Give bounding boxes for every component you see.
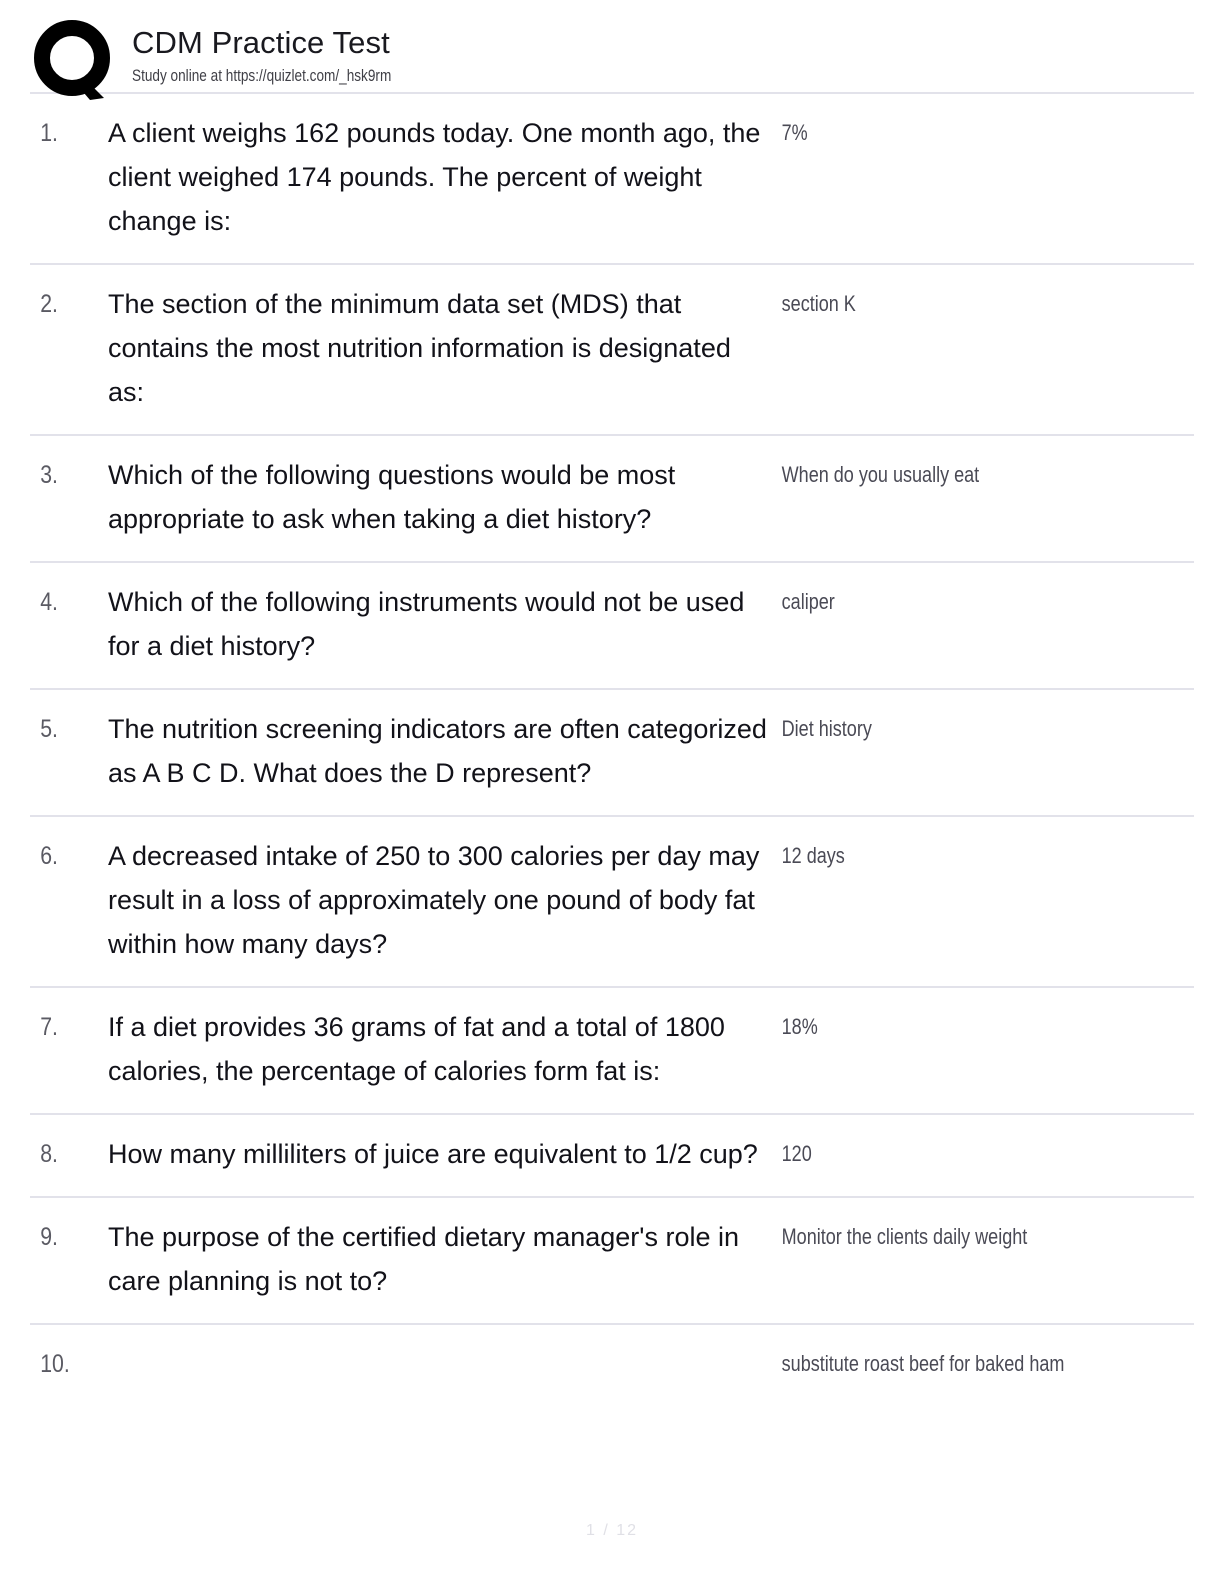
question-number: 1. xyxy=(40,119,58,147)
table-row: 1. A client weighs 162 pounds today. One… xyxy=(30,94,1194,265)
question-text: Which of the following questions would b… xyxy=(108,460,676,534)
question-number: 9. xyxy=(40,1223,58,1251)
study-url-subtitle: Study online at https://quizlet.com/_hsk… xyxy=(132,66,392,85)
answer-text: caliper xyxy=(781,589,835,614)
question-text: The purpose of the certified dietary man… xyxy=(108,1222,739,1296)
question-number: 3. xyxy=(40,461,58,489)
answer-text: 12 days xyxy=(781,843,845,868)
answer-text: substitute roast beef for baked ham xyxy=(781,1351,1065,1376)
answer-text: 120 xyxy=(781,1141,812,1166)
answer-text: 18% xyxy=(781,1014,818,1039)
question-text xyxy=(108,1342,780,1386)
document-header: CDM Practice Test Study online at https:… xyxy=(30,0,1194,100)
question-number: 8. xyxy=(40,1140,58,1168)
question-text: The section of the minimum data set (MDS… xyxy=(108,289,731,407)
question-number: 2. xyxy=(40,290,58,318)
question-list: 1. A client weighs 162 pounds today. One… xyxy=(30,92,1194,1406)
question-text: A decreased intake of 250 to 300 calorie… xyxy=(108,841,760,959)
quizlet-q-logo-icon xyxy=(34,20,116,102)
table-row: 3. Which of the following questions woul… xyxy=(30,436,1194,563)
answer-text: Monitor the clients daily weight xyxy=(781,1224,1028,1249)
table-row: 4. Which of the following instruments wo… xyxy=(30,563,1194,690)
page-number-footer: 1 / 12 xyxy=(585,1522,639,1539)
table-row: 7. If a diet provides 36 grams of fat an… xyxy=(30,988,1194,1115)
question-number: 6. xyxy=(40,842,58,870)
header-text-block: CDM Practice Test Study online at https:… xyxy=(132,24,456,87)
question-text: A client weighs 162 pounds today. One mo… xyxy=(108,118,761,236)
question-text: How many milliliters of juice are equiva… xyxy=(108,1139,758,1169)
page-title: CDM Practice Test xyxy=(132,25,390,60)
question-number: 10. xyxy=(40,1350,70,1378)
answer-text: Diet history xyxy=(781,716,872,741)
table-row: 9. The purpose of the certified dietary … xyxy=(30,1198,1194,1325)
answer-text: When do you usually eat xyxy=(781,462,980,487)
question-number: 7. xyxy=(40,1013,58,1041)
table-row: 8. How many milliliters of juice are equ… xyxy=(30,1115,1194,1198)
table-row: 6. A decreased intake of 250 to 300 calo… xyxy=(30,817,1194,988)
question-number: 5. xyxy=(40,715,58,743)
table-row: 5. The nutrition screening indicators ar… xyxy=(30,690,1194,817)
question-text: The nutrition screening indicators are o… xyxy=(108,714,767,788)
question-text: Which of the following instruments would… xyxy=(108,587,745,661)
question-text: If a diet provides 36 grams of fat and a… xyxy=(108,1012,725,1086)
answer-text: 7% xyxy=(781,120,808,145)
answer-text: section K xyxy=(781,291,856,316)
table-row: 10. substitute roast beef for baked ham xyxy=(30,1325,1194,1406)
table-row: 2. The section of the minimum data set (… xyxy=(30,265,1194,436)
question-number: 4. xyxy=(40,588,58,616)
